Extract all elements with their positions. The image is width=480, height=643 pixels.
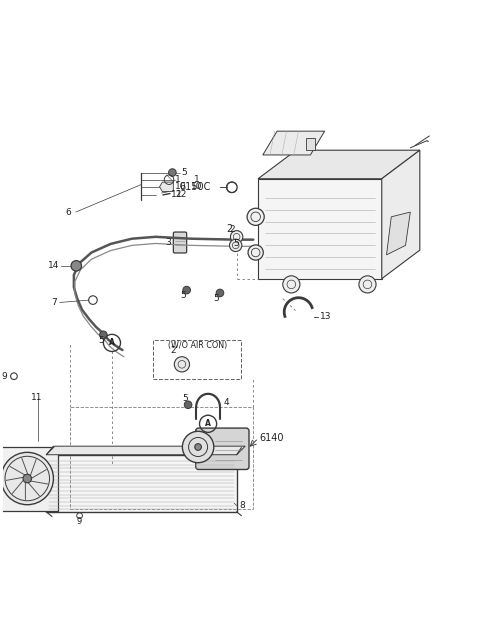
Circle shape	[174, 357, 190, 372]
Text: 9: 9	[77, 517, 82, 526]
Circle shape	[23, 475, 32, 483]
Text: 8: 8	[239, 501, 245, 510]
Polygon shape	[386, 212, 410, 255]
Text: 11: 11	[31, 393, 43, 402]
Polygon shape	[306, 138, 315, 150]
Polygon shape	[46, 446, 245, 455]
Text: 14: 14	[48, 261, 60, 270]
Text: 3: 3	[166, 238, 171, 247]
Polygon shape	[258, 179, 382, 278]
Polygon shape	[382, 150, 420, 278]
FancyBboxPatch shape	[196, 428, 249, 469]
Text: 2: 2	[229, 224, 235, 233]
Circle shape	[183, 286, 191, 294]
Circle shape	[229, 239, 242, 251]
Circle shape	[168, 168, 176, 176]
Text: 1: 1	[194, 175, 200, 184]
Text: A: A	[205, 419, 211, 428]
Circle shape	[71, 260, 82, 271]
Text: 5: 5	[214, 294, 219, 303]
Polygon shape	[159, 182, 173, 192]
Text: 5: 5	[182, 394, 188, 403]
Circle shape	[359, 276, 376, 293]
Circle shape	[1, 453, 53, 505]
Circle shape	[184, 401, 192, 408]
FancyBboxPatch shape	[173, 232, 187, 253]
Circle shape	[230, 231, 243, 243]
Circle shape	[248, 245, 263, 260]
Text: 2: 2	[227, 224, 233, 234]
Text: A: A	[109, 338, 115, 347]
Text: 5: 5	[181, 168, 187, 177]
Text: 9: 9	[1, 372, 7, 381]
Text: 6: 6	[65, 208, 71, 217]
Circle shape	[182, 431, 214, 463]
Text: 5: 5	[180, 291, 186, 300]
Circle shape	[99, 331, 107, 339]
Text: 12: 12	[171, 190, 182, 199]
Text: 10: 10	[175, 183, 186, 192]
Text: 1: 1	[175, 175, 180, 184]
Text: 10: 10	[191, 183, 203, 192]
Text: (W/O AIR CON): (W/O AIR CON)	[168, 341, 227, 350]
Circle shape	[283, 276, 300, 293]
Circle shape	[247, 208, 264, 226]
Text: 4: 4	[224, 398, 229, 407]
Circle shape	[195, 444, 202, 450]
Polygon shape	[263, 131, 324, 155]
Text: 5: 5	[98, 336, 104, 345]
Text: 7: 7	[51, 298, 57, 307]
Text: 12: 12	[176, 190, 187, 199]
Polygon shape	[258, 150, 420, 179]
Bar	[46, 455, 237, 512]
Text: 5: 5	[233, 239, 239, 248]
Bar	[0, 447, 58, 511]
Circle shape	[216, 289, 224, 297]
Text: 2: 2	[170, 345, 176, 354]
Text: 6150C: 6150C	[180, 183, 211, 192]
Text: 13: 13	[320, 312, 331, 322]
Text: 6140: 6140	[260, 433, 284, 443]
